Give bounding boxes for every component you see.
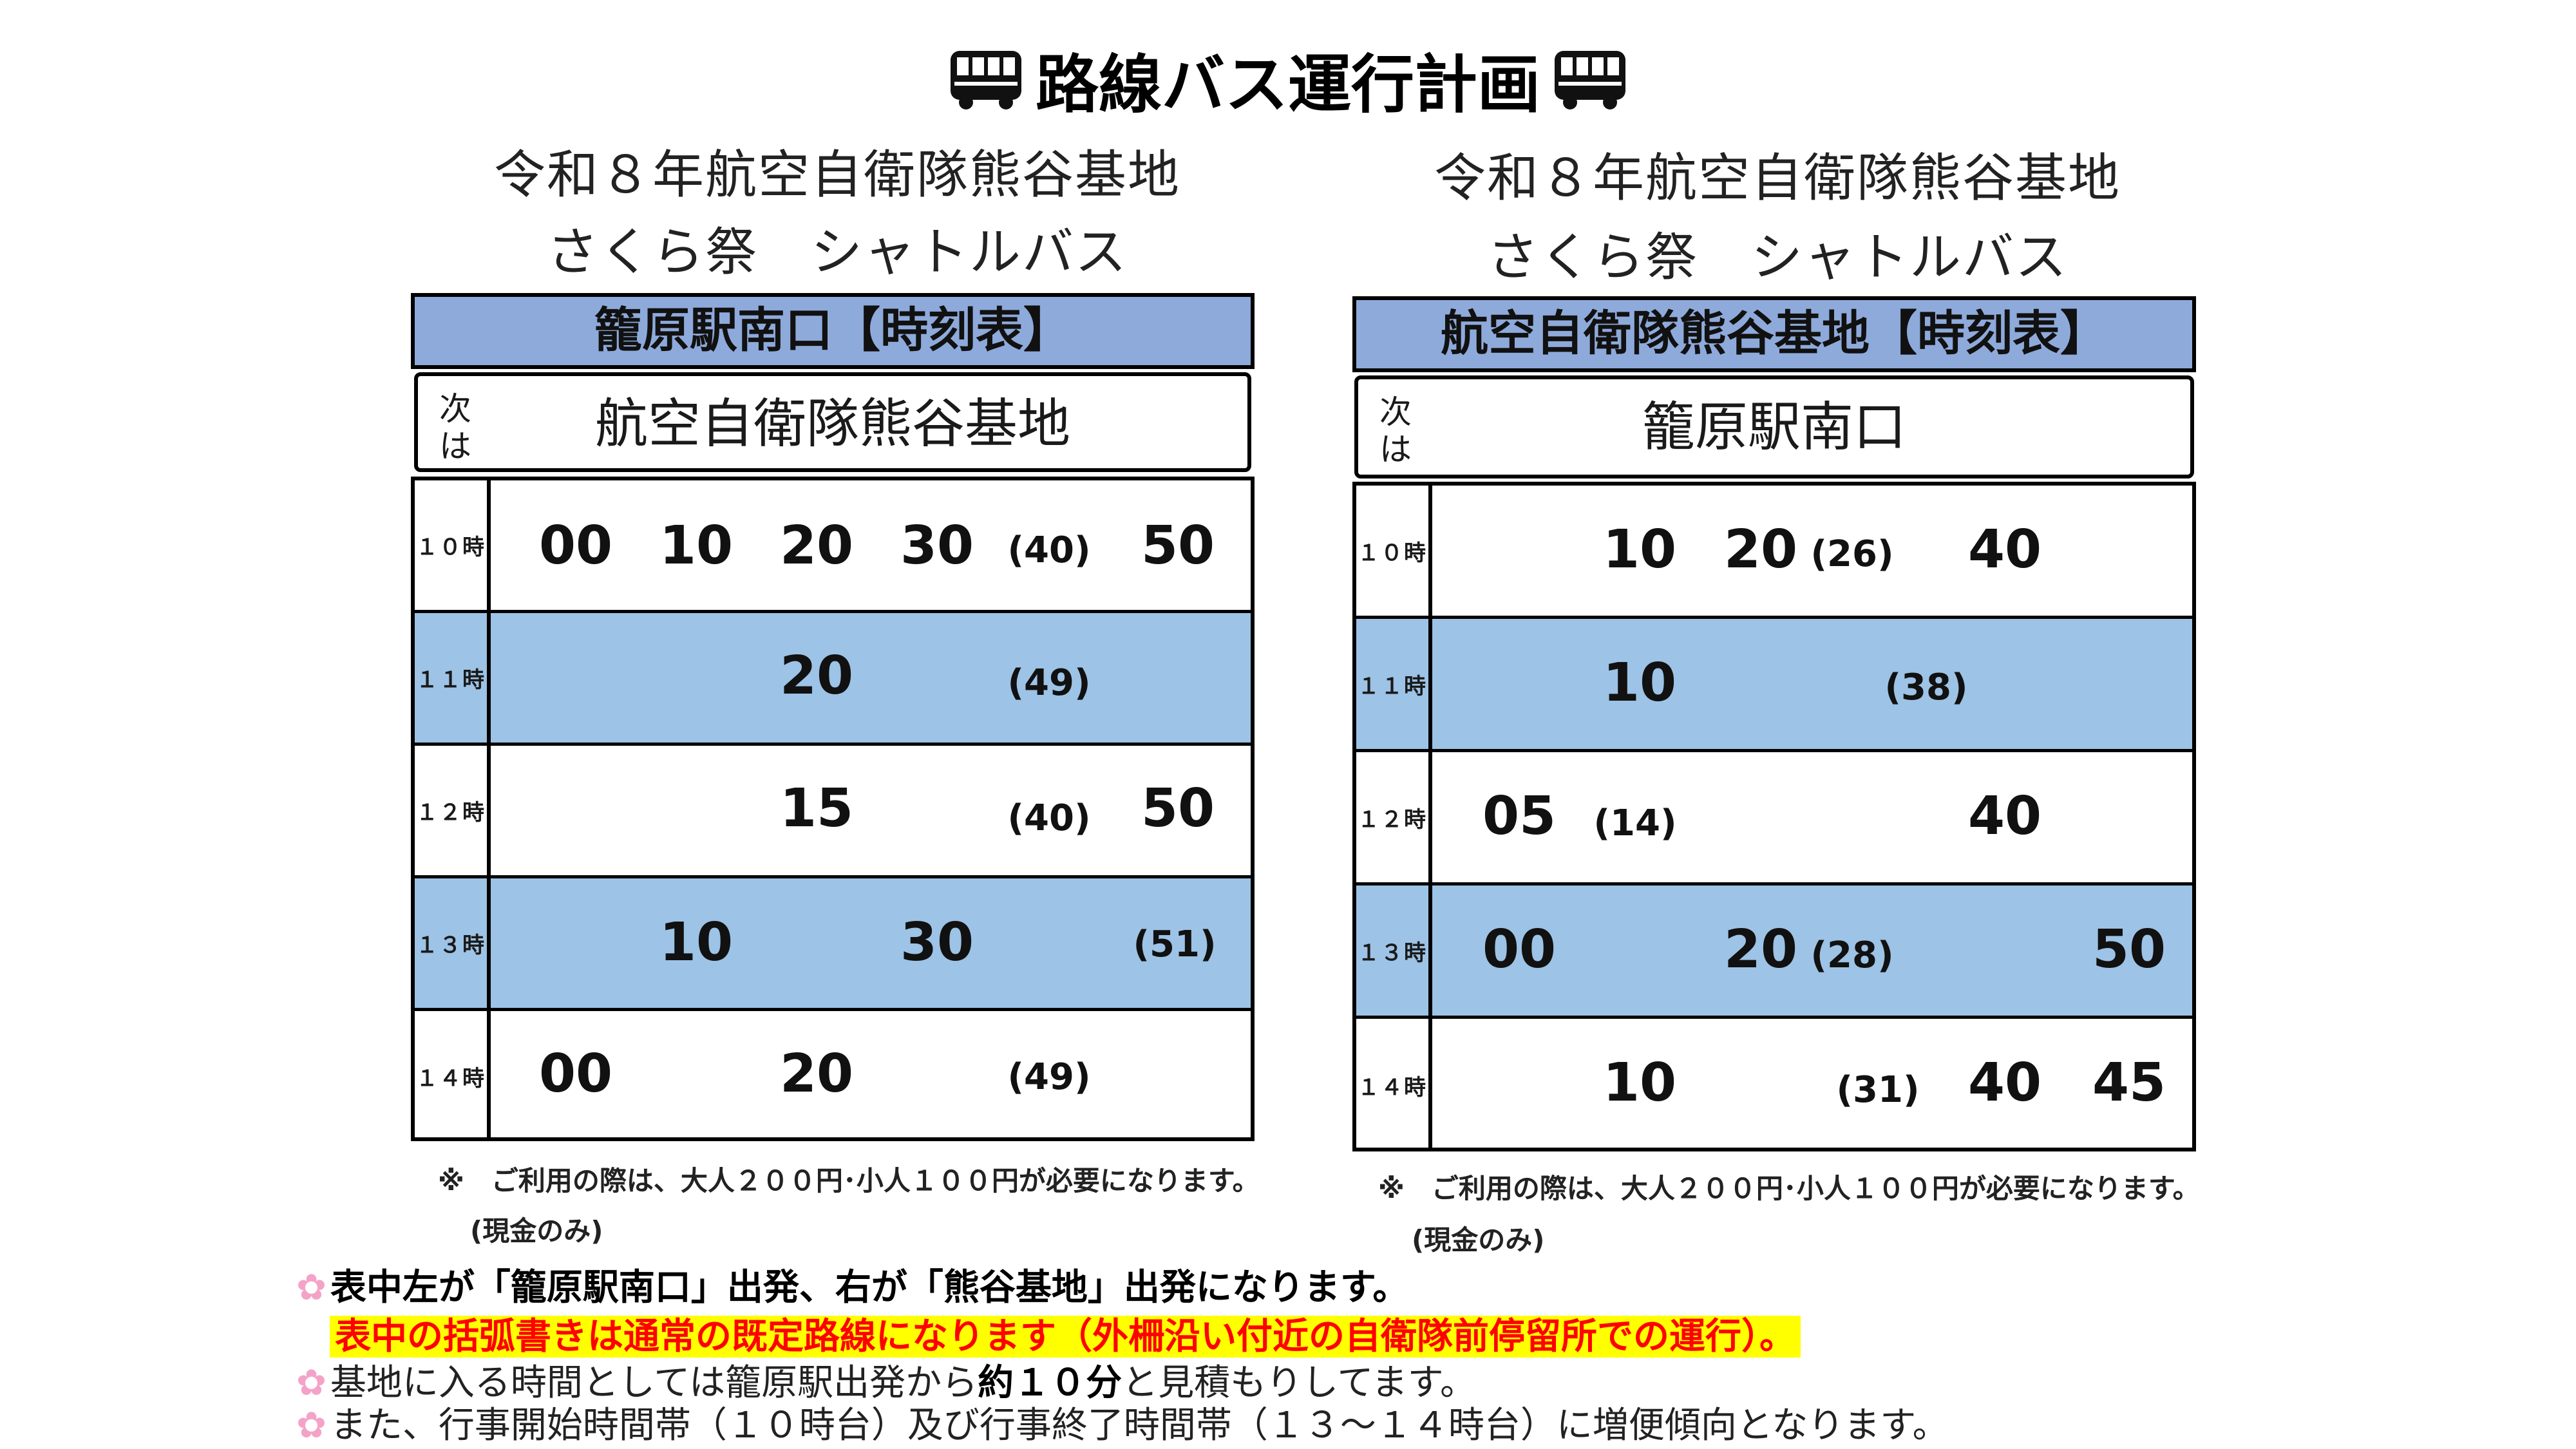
regular-route-minute: (49) — [1007, 662, 1091, 704]
bullet-text: また、行事開始時間帯（１０時台）及び行事終了時間帯（１３～１４時台）に増便傾向と… — [330, 1405, 1949, 1446]
table-row: １４時 10 (31) 40 45 — [1356, 1019, 2192, 1151]
left-header-line1: 令和８年航空自衛隊熊谷基地 — [494, 145, 1180, 205]
right-fare-note: ※ ご利用の際は、大人２００円･小人１００円が必要になります。 — [1378, 1173, 2200, 1204]
hour-cell: １０時 — [1356, 486, 1432, 616]
left-next-stop: 航空自衛隊熊谷基地 — [594, 393, 1070, 455]
departure-minute: 10 — [1602, 1052, 1677, 1113]
hour-cell: １４時 — [415, 1011, 491, 1141]
departure-minute: 20 — [779, 1043, 854, 1104]
departure-minute: 10 — [1602, 519, 1677, 580]
departure-minute: 20 — [1723, 919, 1798, 980]
left-next-stop-box: 次は 航空自衛隊熊谷基地 — [414, 372, 1251, 472]
right-timetable-label: 航空自衛隊熊谷基地【時刻表】 — [1352, 296, 2196, 372]
departure-minute: 20 — [779, 515, 854, 576]
bullet-text-bold: 約１０分 — [978, 1362, 1122, 1404]
hour-cell: １１時 — [415, 613, 491, 743]
departure-minute: 45 — [2092, 1052, 2166, 1113]
left-timetable-label: 籠原駅南口【時刻表】 — [411, 293, 1255, 369]
table-row: １４時 00 20 (49) — [415, 1011, 1251, 1141]
departure-minute: 40 — [1967, 519, 2042, 580]
departure-minute: 15 — [779, 778, 854, 839]
bullet-note-1-highlight: 表中の括弧書きは通常の既定路線になります（外柵沿い付近の自衛隊前停留所での運行）… — [330, 1314, 1801, 1360]
table-row: １１時 10 (38) — [1356, 619, 2192, 752]
departure-minute: 30 — [900, 912, 974, 973]
departure-minute: 10 — [1602, 652, 1677, 714]
regular-route-minute: (14) — [1593, 802, 1677, 844]
departure-minute: 00 — [538, 1043, 613, 1104]
regular-route-minute: (40) — [1007, 797, 1091, 839]
bullet-text-pre: 基地に入る時間としては籠原駅出発から — [330, 1362, 978, 1404]
regular-route-minute: (28) — [1810, 934, 1894, 976]
bullet-text: 表中左が「籠原駅南口」出発、右が「熊谷基地」出発になります。 — [330, 1267, 1409, 1309]
left-header-line2: さくら祭 シャトルバス — [547, 222, 1128, 282]
bullet-text-post: と見積もりしてます。 — [1122, 1362, 1477, 1404]
bus-icon — [950, 51, 1021, 109]
sakura-icon: ✿ — [296, 1405, 327, 1446]
left-timetable: １０時 00 10 20 30 (40) 50 １１時 20 (49) １２時 … — [411, 477, 1255, 1141]
regular-route-minute: (26) — [1810, 533, 1894, 575]
table-row: １０時 10 20 (26) 40 — [1356, 486, 2192, 619]
regular-route-minute: (31) — [1836, 1069, 1920, 1111]
regular-route-minute: (38) — [1884, 667, 1968, 708]
page-title-text: 路線バス運行計画 — [1035, 48, 1540, 122]
hour-cell: １３時 — [1356, 886, 1432, 1016]
right-cash-note: (現金のみ) — [1412, 1224, 1545, 1256]
right-header-line1: 令和８年航空自衛隊熊谷基地 — [1434, 148, 2121, 208]
right-next-stop: 籠原駅南口 — [1642, 397, 1906, 458]
table-row: １２時 15 (40) 50 — [415, 746, 1251, 878]
table-row: １３時 00 20 (28) 50 — [1356, 886, 2192, 1019]
table-row: １０時 00 10 20 30 (40) 50 — [415, 480, 1251, 613]
regular-route-minute: (51) — [1133, 923, 1217, 965]
left-next-label: 次は — [439, 390, 471, 465]
sakura-icon: ✿ — [296, 1362, 327, 1404]
regular-route-minute: (40) — [1007, 529, 1091, 571]
departure-minute: 10 — [659, 515, 734, 576]
departure-minute: 05 — [1482, 786, 1557, 847]
hour-cell: １１時 — [1356, 619, 1432, 749]
departure-minute: 20 — [779, 645, 854, 706]
regular-route-minute: (49) — [1007, 1056, 1091, 1098]
table-row: １２時 05 (14) 40 — [1356, 752, 2192, 886]
page-title: 路線バス運行計画 — [0, 33, 2576, 125]
highlighted-text: 表中の括弧書きは通常の既定路線になります（外柵沿い付近の自衛隊前停留所での運行）… — [330, 1316, 1801, 1358]
left-cash-note: (現金のみ) — [470, 1215, 603, 1247]
right-header-line2: さくら祭 シャトルバス — [1487, 227, 2068, 287]
table-row: １１時 20 (49) — [415, 613, 1251, 746]
departure-minute: 00 — [1482, 919, 1557, 980]
hour-cell: １４時 — [1356, 1019, 1432, 1151]
table-row: １３時 10 30 (51) — [415, 878, 1251, 1011]
bullet-note-2: ✿ 基地に入る時間としては籠原駅出発から約１０分と見積もりしてます。 — [296, 1360, 1476, 1406]
hour-cell: １３時 — [415, 878, 491, 1008]
right-next-label: 次は — [1379, 393, 1412, 468]
right-timetable: １０時 10 20 (26) 40 １１時 10 (38) １２時 05 (14… — [1352, 482, 2196, 1151]
bus-icon — [1555, 51, 1625, 109]
departure-minute: 50 — [2092, 919, 2166, 980]
departure-minute: 40 — [1967, 786, 2042, 847]
right-next-stop-box: 次は 籠原駅南口 — [1354, 375, 2194, 478]
departure-minute: 30 — [900, 515, 974, 576]
hour-cell: １０時 — [415, 480, 491, 610]
departure-minute: 50 — [1141, 778, 1215, 839]
departure-minute: 00 — [538, 515, 613, 576]
hour-cell: １２時 — [1356, 752, 1432, 882]
bullet-note-3: ✿ また、行事開始時間帯（１０時台）及び行事終了時間帯（１３～１４時台）に増便傾向… — [296, 1403, 1949, 1449]
departure-minute: 10 — [659, 912, 734, 973]
left-fare-note: ※ ご利用の際は、大人２００円･小人１００円が必要になります。 — [438, 1165, 1260, 1197]
departure-minute: 40 — [1967, 1052, 2042, 1113]
departure-minute: 50 — [1141, 515, 1215, 576]
hour-cell: １２時 — [415, 746, 491, 875]
sakura-icon: ✿ — [296, 1267, 327, 1309]
bullet-note-1: ✿ 表中左が「籠原駅南口」出発、右が「熊谷基地」出発になります。 — [296, 1265, 1408, 1311]
departure-minute: 20 — [1723, 519, 1798, 580]
